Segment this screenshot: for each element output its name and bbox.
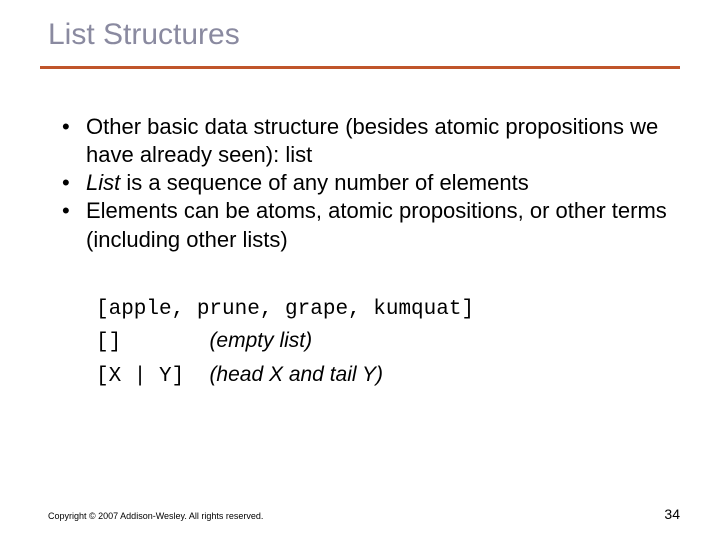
bullet-list: Other basic data structure (besides atom… — [48, 113, 680, 254]
code-literal: [X | Y] — [96, 365, 184, 388]
bullet-item: Other basic data structure (besides atom… — [58, 113, 680, 169]
example-line: [apple, prune, grape, kumquat] — [96, 292, 680, 326]
example-desc: (empty list) — [209, 329, 312, 352]
slide: List Structures Other basic data structu… — [0, 0, 720, 540]
code-literal: [] — [96, 331, 121, 354]
example-line: [X | Y] (head X and tail Y) — [96, 359, 680, 393]
bullet-item: Elements can be atoms, atomic propositio… — [58, 197, 680, 253]
slide-title: List Structures — [48, 18, 680, 52]
bullet-text: Other basic data structure (besides atom… — [86, 114, 658, 167]
example-desc: (head X and tail Y) — [209, 363, 383, 386]
bullet-text: Elements can be atoms, atomic propositio… — [86, 198, 667, 251]
code-examples: [apple, prune, grape, kumquat] [] (empty… — [48, 292, 680, 393]
bullet-item: List is a sequence of any number of elem… — [58, 169, 680, 197]
slide-footer: Copyright © 2007 Addison-Wesley. All rig… — [48, 506, 680, 522]
copyright-text: Copyright © 2007 Addison-Wesley. All rig… — [48, 511, 263, 521]
horizontal-rule — [40, 66, 680, 69]
example-line: [] (empty list) — [96, 325, 680, 359]
bullet-italic: List — [86, 170, 120, 195]
code-literal: [apple, prune, grape, kumquat] — [96, 298, 474, 321]
bullet-text: is a sequence of any number of elements — [120, 170, 528, 195]
page-number: 34 — [664, 506, 680, 522]
